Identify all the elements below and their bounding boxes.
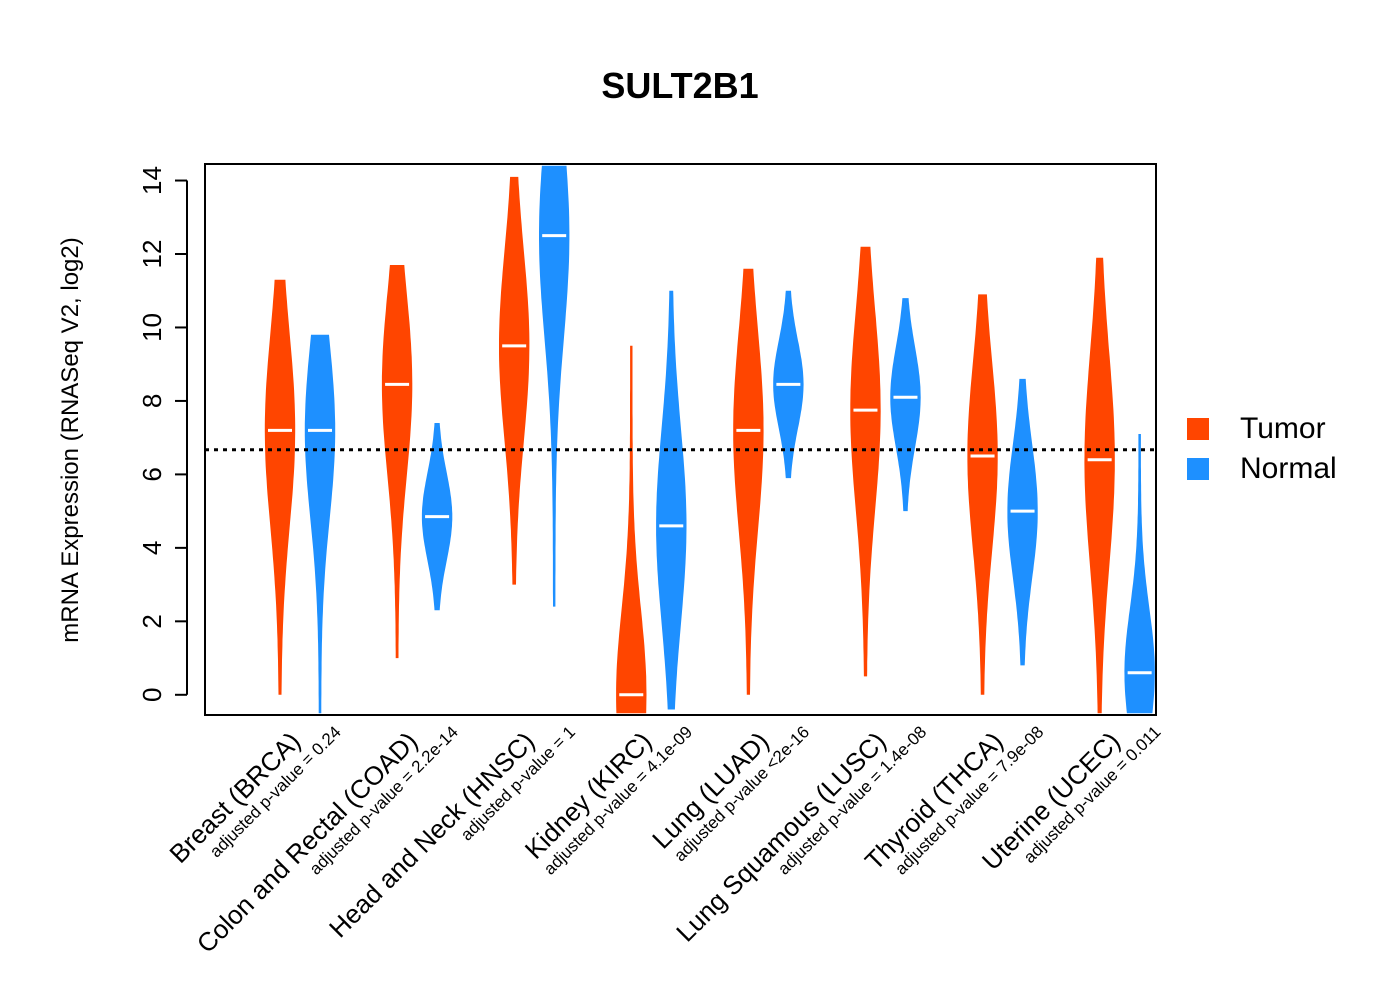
y-tick-label: 6 (137, 467, 167, 481)
normal-0-violin (304, 334, 336, 714)
violins-layer (264, 165, 1155, 714)
normal-6-violin (1007, 378, 1038, 666)
legend-label: Tumor (1240, 412, 1326, 445)
normal-5-violin (890, 298, 921, 512)
tumor-7-violin (1084, 257, 1115, 714)
legend-label: Normal (1240, 452, 1337, 485)
legend-swatch (1187, 418, 1209, 440)
tumor-5-violin (850, 246, 881, 677)
y-tick-label: 4 (137, 541, 167, 555)
tumor-4-violin (733, 268, 764, 695)
normal-7-violin (1124, 434, 1155, 714)
tumor-6-violin (967, 294, 998, 695)
y-tick-label: 8 (137, 394, 167, 408)
normal-2-violin (539, 165, 570, 607)
y-tick-label: 10 (137, 313, 167, 342)
tumor-2-violin (499, 176, 530, 585)
legend: Tumor Normal (1187, 412, 1337, 485)
y-axis: 0 2 4 6 8 10 12 14 (137, 166, 188, 702)
y-tick-label: 14 (137, 166, 167, 195)
y-tick-label: 12 (137, 240, 167, 269)
normal-3-violin (656, 290, 687, 710)
y-tick-label: 0 (137, 688, 167, 702)
legend-swatch (1187, 458, 1209, 480)
tumor-1-violin (381, 265, 413, 659)
plot-frame (204, 163, 1157, 716)
x-axis: Breast (BRCA)adjusted p-value = 0.24Colo… (163, 722, 1164, 958)
tumor-3-violin (616, 345, 647, 714)
y-tick-label: 2 (137, 614, 167, 628)
chart-title: SULT2B1 (601, 65, 758, 106)
tumor-0-violin (264, 279, 296, 695)
y-axis-label: mRNA Expression (RNASeq V2, log2) (57, 237, 84, 643)
